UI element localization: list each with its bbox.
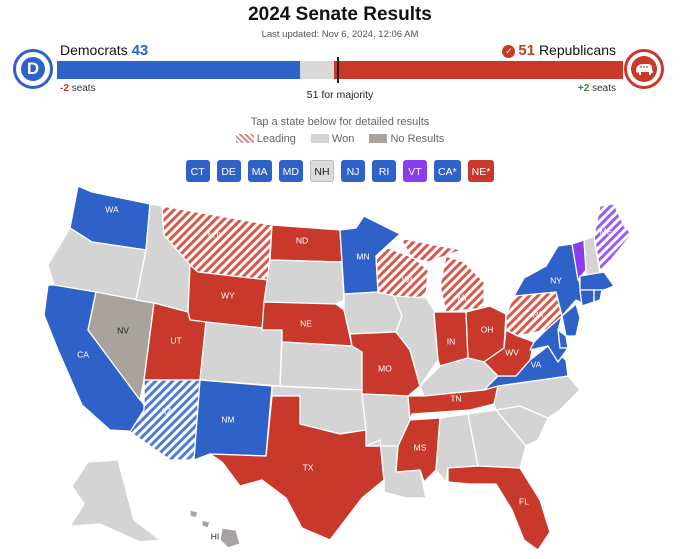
rep-change-unit: seats xyxy=(592,83,616,94)
state-label-ny: NY xyxy=(550,275,562,285)
state-chip-ct[interactable]: CT xyxy=(185,160,210,182)
dem-seat-bar xyxy=(57,61,301,79)
state-wi[interactable] xyxy=(375,247,429,301)
state-fl[interactable] xyxy=(447,465,551,551)
legend: Leading Won No Results xyxy=(0,133,680,145)
state-label-wi: WI xyxy=(402,274,412,284)
state-nj[interactable] xyxy=(561,303,581,337)
legend-leading: Leading xyxy=(235,133,296,145)
legend-won: Won xyxy=(310,133,355,145)
rep-seat-bar xyxy=(334,61,623,79)
state-chip-de[interactable]: DE xyxy=(216,160,241,182)
state-mi-upper[interactable] xyxy=(399,237,463,263)
page-title: 2024 Senate Results xyxy=(248,4,432,25)
last-updated: Last updated: Nov 6, 2024, 12:06 AM xyxy=(261,29,419,40)
legend-won-label: Won xyxy=(331,133,355,145)
state-label-nm: NM xyxy=(221,414,234,424)
small-state-buttons: CT DE MA MD NH NJ RI VT CA* NE* xyxy=(0,160,680,182)
seat-balance-bar xyxy=(57,57,623,83)
dem-summary: Democrats 43 xyxy=(60,42,148,59)
state-label-wa: WA xyxy=(105,204,119,214)
state-ak[interactable] xyxy=(69,459,161,543)
state-hi[interactable] xyxy=(219,527,241,549)
state-chip-vt[interactable]: VT xyxy=(402,160,427,182)
dem-seat-count: 43 xyxy=(131,42,149,59)
state-label-ne: NE xyxy=(300,318,312,328)
state-label-mo: MO xyxy=(378,363,392,373)
state-ri[interactable] xyxy=(593,289,603,303)
state-chip-nj[interactable]: NJ xyxy=(340,160,365,182)
state-label-nd: ND xyxy=(296,235,308,245)
checkmark-icon: ✓ xyxy=(502,45,516,58)
state-label-mn: MN xyxy=(356,251,369,261)
republican-elephant-icon xyxy=(624,49,664,89)
state-chip-ri[interactable]: RI xyxy=(371,160,396,182)
state-label-ut: UT xyxy=(170,335,181,345)
state-label-in: IN xyxy=(447,336,456,346)
state-ia[interactable] xyxy=(343,291,403,335)
dem-party-name: Democrats xyxy=(60,42,128,58)
state-label-tx: TX xyxy=(303,462,314,472)
state-label-oh: OH xyxy=(481,324,494,334)
state-tx[interactable] xyxy=(209,395,385,541)
won-swatch xyxy=(310,134,329,143)
state-chip-md[interactable]: MD xyxy=(278,160,303,182)
rep-party-name: Republicans xyxy=(538,42,616,58)
rep-summary: ✓ 51 Republicans xyxy=(502,42,616,59)
state-chip-ma[interactable]: MA xyxy=(247,160,272,182)
state-md[interactable] xyxy=(529,315,569,363)
state-co[interactable] xyxy=(199,321,283,387)
leading-swatch xyxy=(235,134,254,143)
rep-seat-change: +2 seats xyxy=(578,83,616,94)
legend-no-results: No Results xyxy=(369,133,444,145)
state-label-wy: WY xyxy=(221,290,235,300)
state-me[interactable] xyxy=(593,203,633,271)
state-chip-ca[interactable]: CA* xyxy=(433,160,461,182)
state-label-wv: WV xyxy=(505,347,519,357)
state-label-nv: NV xyxy=(117,325,129,335)
state-label-me: ME xyxy=(600,226,613,236)
state-mi[interactable] xyxy=(439,255,485,313)
state-chip-ne[interactable]: NE* xyxy=(467,160,495,182)
legend-leading-label: Leading xyxy=(256,133,296,145)
state-ma[interactable] xyxy=(579,271,615,291)
state-label-az: AZ xyxy=(161,406,172,416)
state-sd[interactable] xyxy=(263,259,345,305)
state-label-mt: MT xyxy=(208,230,220,240)
state-ga[interactable] xyxy=(467,409,527,469)
state-label-va: VA xyxy=(531,359,542,369)
state-hi-islands[interactable] xyxy=(189,509,211,529)
state-label-hi: HI xyxy=(211,531,220,541)
dem-seat-change: -2 seats xyxy=(60,83,96,94)
state-ct[interactable] xyxy=(579,289,595,307)
state-ks[interactable] xyxy=(279,341,363,391)
state-label-ca: CA xyxy=(77,349,89,359)
no-results-swatch xyxy=(369,134,388,143)
state-label-ms: MS xyxy=(414,442,427,452)
state-label-pa: PA xyxy=(533,309,544,319)
rep-change-value: +2 xyxy=(577,83,590,94)
rep-seat-count: 51 xyxy=(518,42,536,59)
majority-label: 51 for majority xyxy=(306,89,374,101)
state-label-fl: FL xyxy=(519,496,529,506)
dem-change-unit: seats xyxy=(71,83,96,94)
instructions: Tap a state below for detailed results xyxy=(250,116,430,128)
democrat-logo-icon: D xyxy=(13,49,53,89)
state-chip-nh[interactable]: NH xyxy=(309,160,334,182)
legend-no-results-label: No Results xyxy=(390,133,445,145)
dem-change-value: -2 xyxy=(60,83,69,94)
majority-line xyxy=(337,57,339,83)
state-label-tn: TN xyxy=(450,393,461,403)
state-label-mi: MI xyxy=(457,292,466,302)
